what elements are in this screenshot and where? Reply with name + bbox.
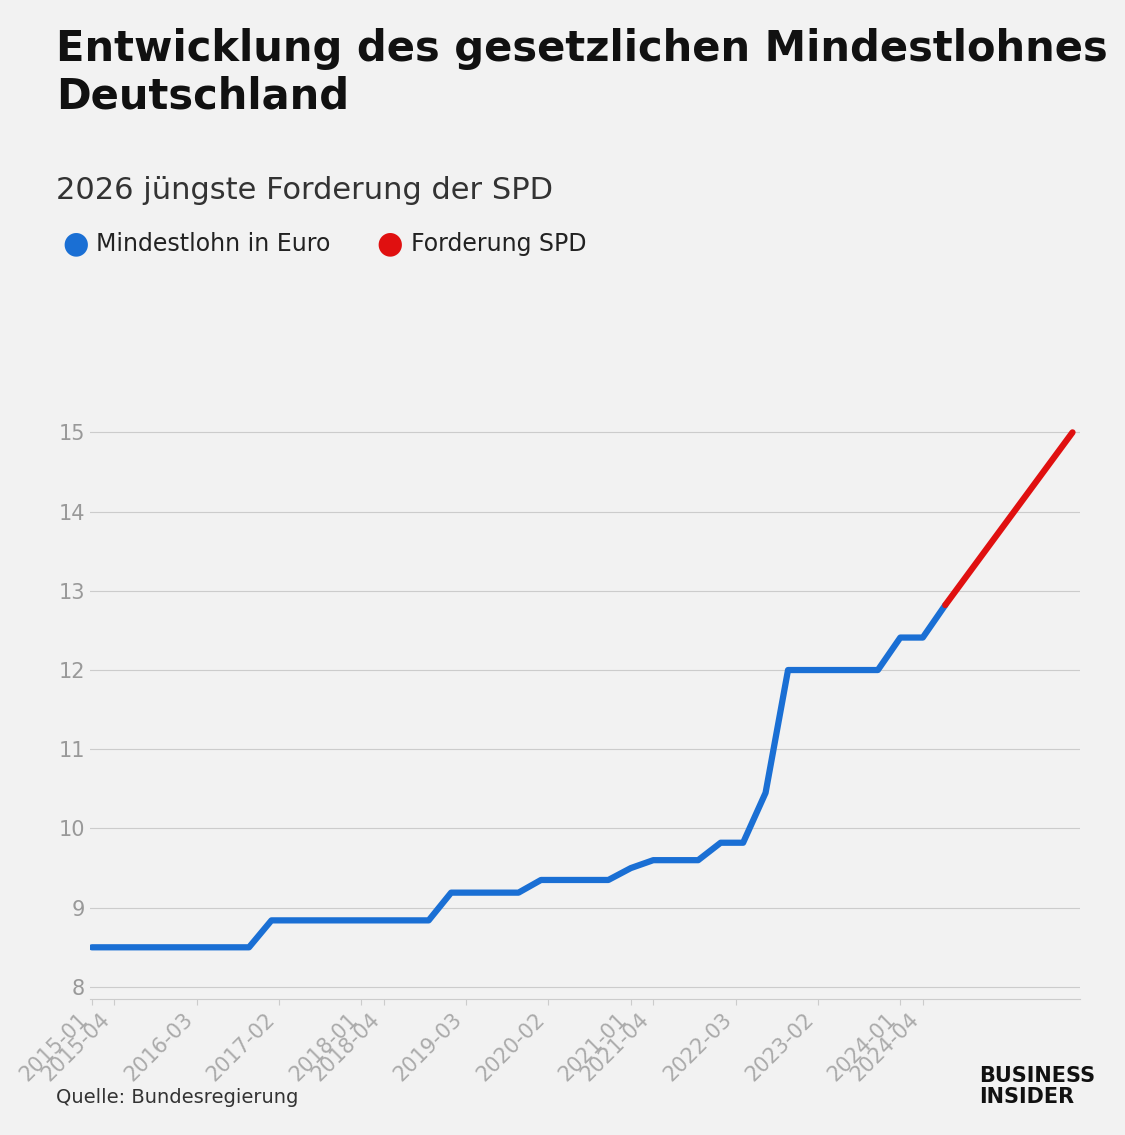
Text: ●: ● (377, 229, 404, 259)
Text: Mindestlohn in Euro: Mindestlohn in Euro (96, 232, 330, 257)
Text: Forderung SPD: Forderung SPD (411, 232, 586, 257)
Text: Quelle: Bundesregierung: Quelle: Bundesregierung (56, 1087, 298, 1107)
Text: BUSINESS
INSIDER: BUSINESS INSIDER (979, 1066, 1095, 1107)
Text: Entwicklung des gesetzlichen Mindestlohnes in
Deutschland: Entwicklung des gesetzlichen Mindestlohn… (56, 28, 1125, 117)
Text: ●: ● (62, 229, 89, 259)
Text: 2026 jüngste Forderung der SPD: 2026 jüngste Forderung der SPD (56, 176, 554, 205)
